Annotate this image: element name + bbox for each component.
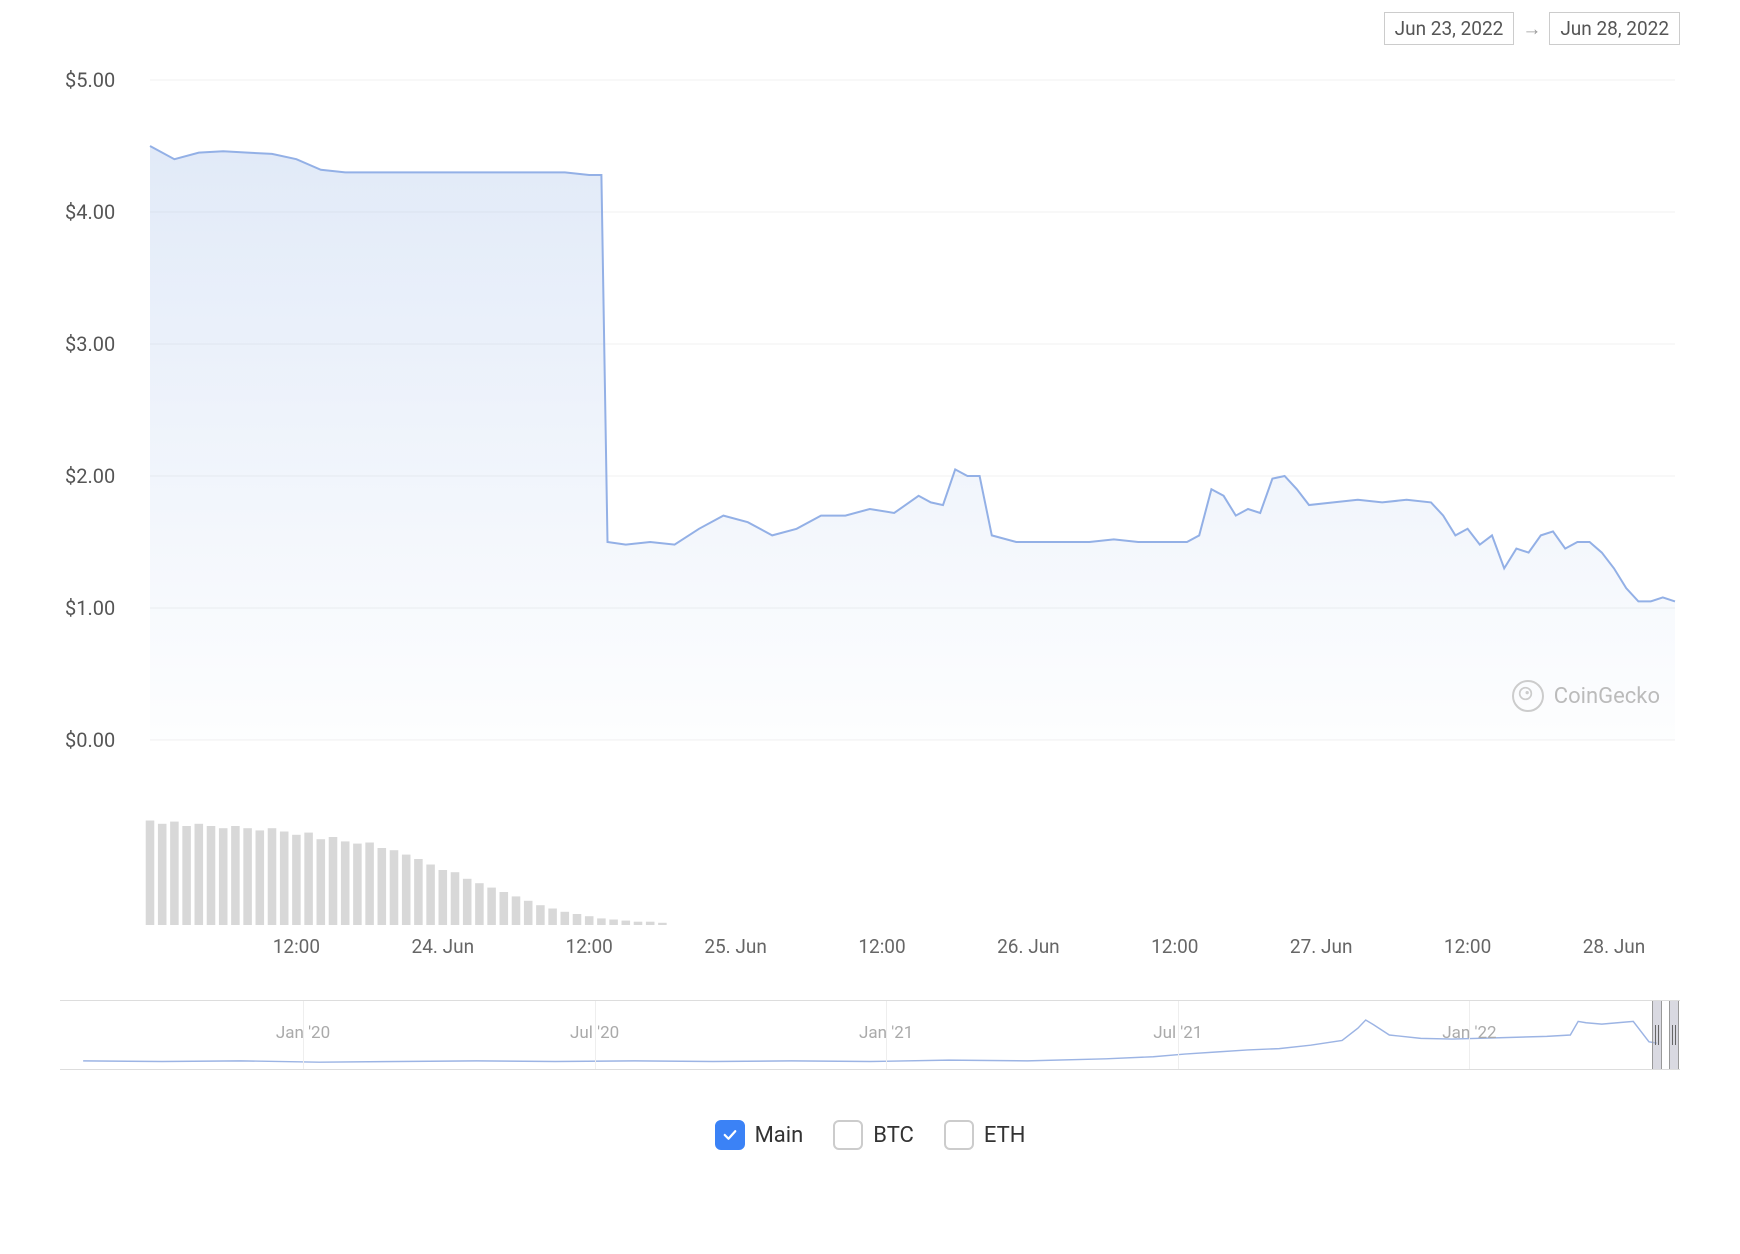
xaxis-tick-label: 12:00 bbox=[273, 935, 320, 958]
price-chart-svg bbox=[60, 70, 1680, 750]
xaxis-tick-label: 28. Jun bbox=[1583, 935, 1646, 958]
navigator[interactable]: Jan '20 Jul '20 Jan '21 Jul '21 Jan '22 bbox=[60, 1000, 1680, 1070]
navigator-tick-label: Jul '20 bbox=[570, 1023, 619, 1043]
volume-chart[interactable] bbox=[60, 815, 1680, 925]
legend-main[interactable]: Main bbox=[715, 1120, 804, 1150]
navigator-tick-label: Jan '20 bbox=[276, 1023, 330, 1043]
xaxis-tick-label: 25. Jun bbox=[704, 935, 767, 958]
xaxis-tick-label: 12:00 bbox=[1151, 935, 1198, 958]
xaxis-labels: 12:00 24. Jun 12:00 25. Jun 12:00 26. Jun 12:0… bbox=[60, 935, 1680, 965]
date-range-picker: Jun 23, 2022 → Jun 28, 2022 bbox=[1384, 12, 1680, 45]
xaxis-tick-label: 27. Jun bbox=[1290, 935, 1353, 958]
date-from[interactable]: Jun 23, 2022 bbox=[1384, 12, 1515, 45]
navigator-tick-label: Jan '22 bbox=[1442, 1023, 1496, 1043]
checkbox-btc[interactable] bbox=[833, 1120, 863, 1150]
chart-container: Jun 23, 2022 → Jun 28, 2022 $0.00 $1.00 $2… bbox=[0, 0, 1740, 1254]
yaxis-tick-label: $1.00 bbox=[65, 596, 115, 620]
date-to[interactable]: Jun 28, 2022 bbox=[1549, 12, 1680, 45]
xaxis-tick-label: 24. Jun bbox=[412, 935, 475, 958]
yaxis-tick-label: $2.00 bbox=[65, 464, 115, 488]
arrow-icon: → bbox=[1522, 17, 1541, 41]
legend-label-main: Main bbox=[755, 1123, 804, 1148]
price-chart[interactable] bbox=[60, 70, 1680, 750]
xaxis-tick-label: 26. Jun bbox=[997, 935, 1060, 958]
watermark-text: CoinGecko bbox=[1554, 684, 1660, 709]
volume-chart-svg bbox=[60, 815, 1680, 925]
legend-btc[interactable]: BTC bbox=[833, 1120, 914, 1150]
navigator-tick-label: Jul '21 bbox=[1153, 1023, 1202, 1043]
gecko-icon bbox=[1512, 680, 1544, 712]
checkbox-eth[interactable] bbox=[944, 1120, 974, 1150]
yaxis-tick-label: $5.00 bbox=[65, 68, 115, 92]
yaxis-tick-label: $4.00 bbox=[65, 200, 115, 224]
xaxis-tick-label: 12:00 bbox=[566, 935, 613, 958]
coingecko-watermark: CoinGecko bbox=[1512, 680, 1660, 712]
xaxis-tick-label: 12:00 bbox=[858, 935, 905, 958]
legend-label-btc: BTC bbox=[873, 1123, 914, 1148]
navigator-handle-left[interactable] bbox=[1652, 1001, 1662, 1069]
legend-label-eth: ETH bbox=[984, 1123, 1026, 1148]
yaxis-tick-label: $0.00 bbox=[65, 728, 115, 752]
navigator-handle-right[interactable] bbox=[1669, 1001, 1679, 1069]
legend-eth[interactable]: ETH bbox=[944, 1120, 1026, 1150]
chart-legend: Main BTC ETH bbox=[0, 1120, 1740, 1150]
checkbox-main[interactable] bbox=[715, 1120, 745, 1150]
yaxis-tick-label: $3.00 bbox=[65, 332, 115, 356]
navigator-tick-label: Jan '21 bbox=[859, 1023, 913, 1043]
xaxis-tick-label: 12:00 bbox=[1444, 935, 1491, 958]
